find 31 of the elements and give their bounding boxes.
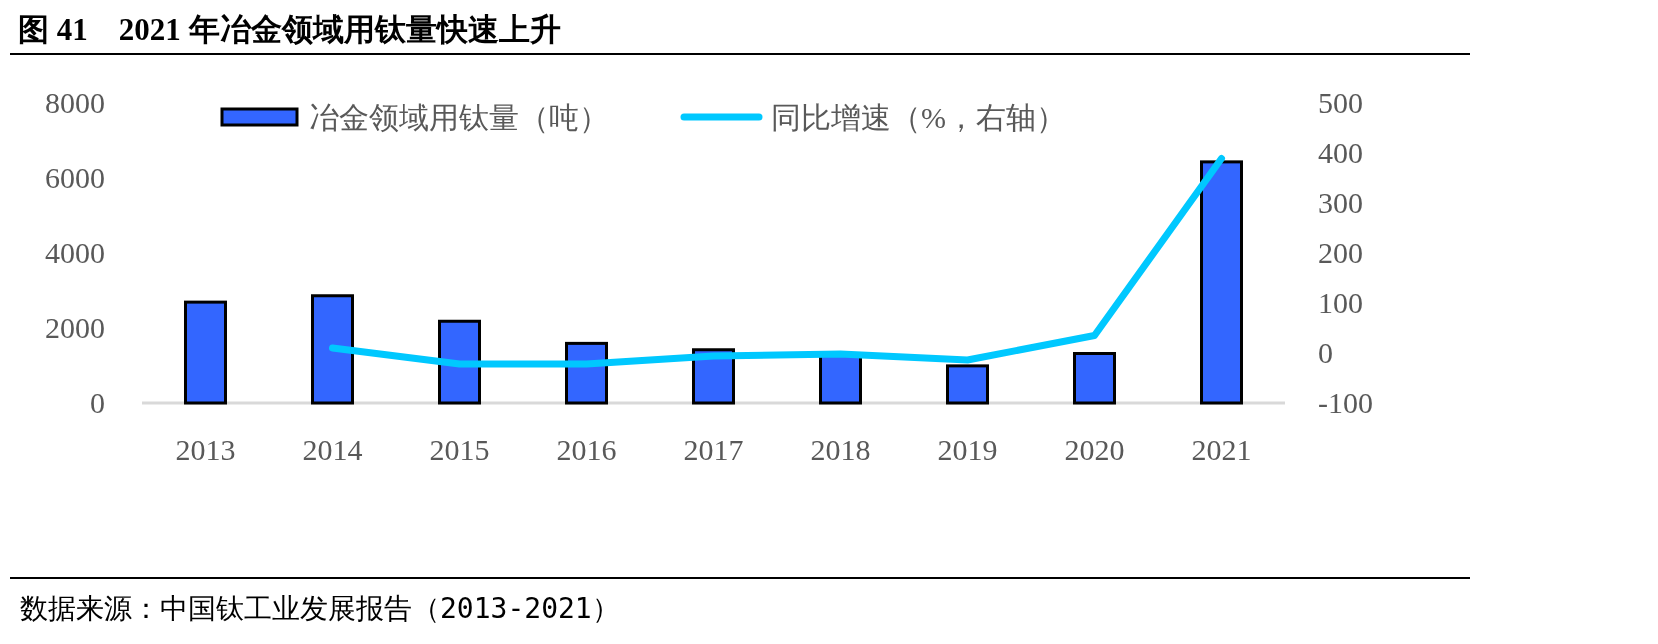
x-tick-label: 2021 (1191, 433, 1252, 466)
x-tick-label: 2018 (810, 433, 871, 466)
bar (1073, 352, 1116, 405)
x-tick-label: 2013 (175, 433, 236, 466)
bar (946, 364, 989, 405)
y2-tick-label: 300 (1318, 186, 1363, 219)
bar (311, 294, 354, 405)
x-tick-label: 2015 (429, 433, 490, 466)
y-tick-label: 0 (90, 386, 105, 419)
x-tick-label: 2019 (937, 433, 998, 466)
y-tick-label: 8000 (45, 86, 105, 119)
source-note: 数据来源：中国钛工业发展报告（2013-2021） (20, 592, 620, 625)
bar (438, 319, 481, 405)
x-tick-label: 2020 (1064, 433, 1125, 466)
y2-tick-label: 200 (1318, 236, 1363, 269)
chart-title: 图 41 2021 年冶金领域用钛量快速上升 (18, 12, 561, 47)
y2-tick-label: 400 (1318, 136, 1363, 169)
bar (1200, 160, 1243, 405)
legend-label: 冶金领域用钛量（吨） (309, 101, 609, 134)
y-tick-label: 2000 (45, 311, 105, 344)
y2-tick-label: 0 (1318, 336, 1333, 369)
y-tick-label: 6000 (45, 161, 105, 194)
legend-label: 同比增速（%，右轴） (771, 101, 1066, 134)
bar (184, 300, 227, 405)
x-tick-label: 2014 (302, 433, 363, 466)
x-tick-label: 2017 (683, 433, 744, 466)
y-tick-label: 4000 (45, 236, 105, 269)
y2-tick-label: -100 (1318, 386, 1373, 419)
y2-tick-label: 500 (1318, 86, 1363, 119)
y2-tick-label: 100 (1318, 286, 1363, 319)
x-tick-label: 2016 (556, 433, 617, 466)
